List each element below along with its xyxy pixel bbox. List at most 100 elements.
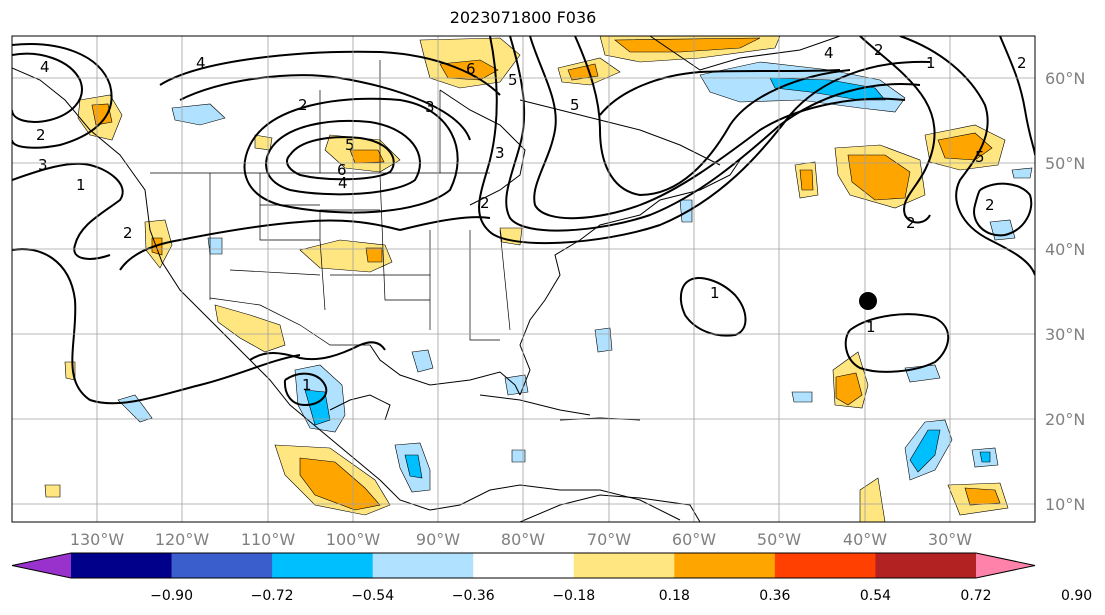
lon-label: 130°W [70,530,125,549]
colorbar-segment [573,553,675,578]
contour-label: 2 [36,126,46,144]
contour-label: 1 [926,54,936,72]
lon-label: 120°W [155,530,210,549]
fill-lightblue-pacific-nw [171,103,226,126]
contour-pacific-2 [399,216,491,231]
contour-trough-2 [505,36,921,232]
lon-label: 30°W [928,530,972,549]
contour-label: 2 [480,194,490,212]
contour-label: 5 [975,148,985,166]
fill-orange-plains [365,247,383,263]
fill-orange-newfoundland [799,169,814,191]
contour-east-low [973,182,1033,237]
coastline-greenland [649,36,841,71]
contour-labels: 4 4 3 2 2 1 2 3 5 6 4 3 2 6 5 5 4 2 1 2 … [36,41,1027,394]
lat-label: 10°N [1045,495,1085,514]
colorbar-segment [473,553,575,578]
colorbar-tick-label: −0.72 [251,588,294,604]
contour-mexico-2 [283,372,328,407]
coastline-labrador [519,99,721,166]
colorbar-tick-label: 0.54 [860,588,891,604]
fill-lightblue-carib [511,449,526,463]
fill-yellow-atlantic-south [859,477,886,522]
fill-yellow-mexico-north [214,304,286,353]
contour-label: 5 [570,96,580,114]
colorbar-segment [774,553,876,578]
colorbar-tick-label: 0.18 [659,588,690,604]
contour-label: 2 [874,41,884,59]
fill-orange-atlantic-north [847,154,911,201]
fill-blue-atl-south [909,429,941,473]
colorbar-tick-label: 0.90 [1061,588,1092,604]
contour-label: 1 [76,176,86,194]
contour-label: 5 [345,136,355,154]
colorbar-extend-high [976,553,1035,578]
contour-big-west [12,248,301,405]
contour-label: 3 [425,98,435,116]
colorbar-segment [372,553,474,578]
border-states-6 [469,230,500,341]
contour-label: 4 [338,174,348,192]
contour-trough-4 [574,36,851,197]
fill-orange-hudson [349,149,385,164]
coastline-east-us [519,159,741,396]
lat-label: 40°N [1045,240,1085,259]
contour-label: 4 [40,58,50,76]
fill-orange-north-canada [439,59,499,81]
lon-label: 70°W [587,530,631,549]
coastlines [12,36,841,522]
contour-ridge-1 [12,162,124,260]
contour-east-3 [999,36,1035,156]
contour-trough-5 [599,69,841,116]
contour-label: 2 [1017,54,1027,72]
coastline-yucatan [329,394,391,421]
fill-yellow-sw [44,484,61,498]
border-us-mexico [209,297,370,346]
coastline-central-am [429,484,681,521]
border-states-8 [229,269,321,276]
colorbar-tick-label: 0.72 [960,588,991,604]
contour-label: 4 [196,54,206,72]
contour-label: 3 [38,156,48,174]
colorbar-tick-label: −0.54 [351,588,394,604]
contour-mexico-1 [249,341,386,361]
border-states-3 [319,239,326,311]
longitude-labels: 130°W 120°W 110°W 100°W 90°W 80°W 70°W 6… [70,530,972,549]
contour-label: 2 [985,196,995,214]
colorbar-extend-low [12,553,71,578]
fill-blue-atl-east [979,451,991,463]
contour-low-canada-2 [265,119,421,196]
colorbar-tick-label: −0.18 [552,588,595,604]
coastline-south-america [519,494,701,522]
coastline-hudson-bay [439,89,526,206]
contour-label: 3 [495,144,505,162]
fill-lightblue-atl2 [791,391,813,403]
latitude-labels: 60°N 50°N 40°N 30°N 20°N 10°N [1045,69,1085,514]
colorbar-tick-label: −0.36 [452,588,495,604]
contour-label: 1 [710,284,720,302]
gridlines [12,36,1035,522]
contour-closed-atl-1 [679,277,747,337]
contour-label: 2 [123,224,133,242]
lon-label: 90°W [416,530,460,549]
contour-label: 4 [824,44,834,62]
coastline-cuba [479,394,591,416]
lon-label: 40°W [843,530,887,549]
fill-lightblue-florida [504,374,529,396]
contour-label: 6 [466,60,476,78]
fill-orange-greenland [614,37,761,53]
colorbar-segment [71,553,173,578]
border-states-4 [379,174,430,301]
fill-lightblue-azores [1011,167,1033,179]
contour-label: 1 [866,318,876,336]
colorbar-tick-label: −0.90 [150,588,193,604]
fill-blue-central-am [404,454,423,479]
storm-position-marker [859,292,877,310]
lon-label: 110°W [241,530,296,549]
contour-low-west-outer [12,43,113,149]
lat-label: 50°N [1045,154,1085,173]
border-states-7 [499,229,511,331]
fill-orange-pacific-south [299,457,381,511]
fill-lightblue-gulf [411,349,434,373]
